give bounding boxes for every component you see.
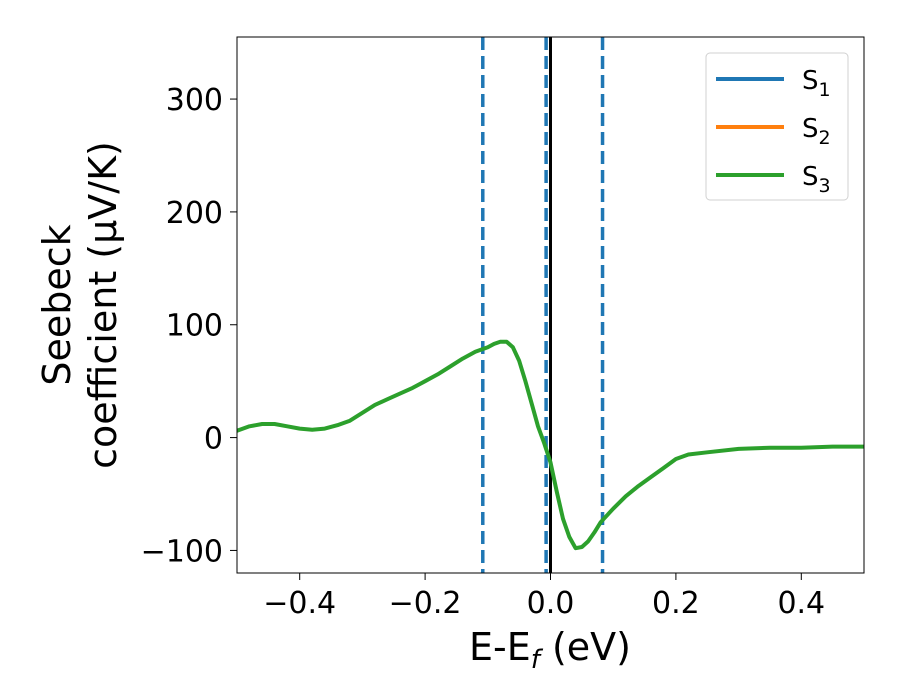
legend-label: S1 bbox=[802, 66, 831, 101]
x-axis-title: E-Ef (eV) bbox=[469, 625, 631, 675]
y-tick-label: 100 bbox=[166, 309, 223, 344]
y-axis-title: Seebeck coefficient (μV/K) bbox=[35, 141, 125, 469]
y-axis-title-line1: Seebeck bbox=[35, 224, 79, 385]
y-tick-label: 300 bbox=[166, 83, 223, 118]
x-tick-label: 0.0 bbox=[527, 586, 575, 621]
legend: S1 S2 S3 bbox=[705, 52, 849, 201]
legend-label: S2 bbox=[802, 114, 831, 149]
x-tick-label: −0.4 bbox=[263, 586, 336, 621]
y-tick-label: −100 bbox=[141, 534, 223, 569]
legend-label: S3 bbox=[802, 162, 831, 197]
x-tick-label: 0.2 bbox=[652, 586, 700, 621]
x-tick-label: 0.4 bbox=[777, 586, 825, 621]
y-axis-title-line2: coefficient (μV/K) bbox=[81, 141, 125, 469]
y-tick-label: 0 bbox=[204, 422, 223, 457]
y-tick-label: 200 bbox=[166, 196, 223, 231]
plot-area bbox=[237, 37, 864, 573]
axes: −0.4 −0.2 0.0 0.2 0.4 −100 0 100 200 300 bbox=[141, 36, 865, 621]
x-tick-label: −0.2 bbox=[389, 586, 462, 621]
series-line-s3 bbox=[237, 339, 864, 551]
